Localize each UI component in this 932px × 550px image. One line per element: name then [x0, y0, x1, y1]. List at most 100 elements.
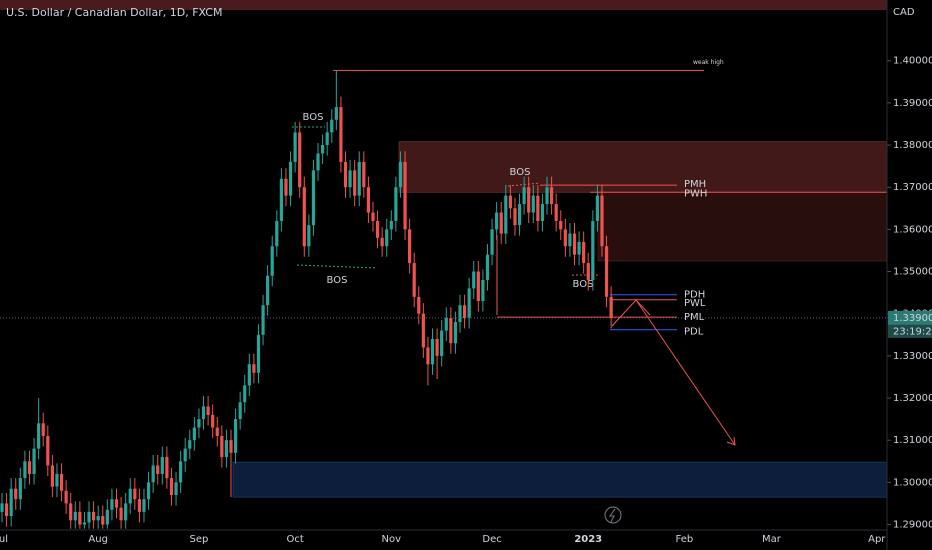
candle-body	[201, 406, 206, 420]
candle-body	[50, 465, 54, 487]
chart-title: U.S. Dollar / Canadian Dollar, 1D, FXCM	[6, 6, 222, 19]
candle-body	[568, 233, 572, 247]
candle-body	[32, 448, 36, 474]
candle-body	[490, 229, 494, 255]
candle-body	[389, 220, 393, 230]
price-box	[888, 310, 932, 325]
candle-body	[462, 305, 467, 318]
candle-body	[233, 419, 238, 453]
candle-body	[4, 503, 9, 517]
level-label: PMH	[684, 179, 706, 190]
candle-body	[133, 488, 137, 500]
candle-body	[288, 161, 293, 196]
candle-body	[531, 195, 535, 213]
candle-body	[59, 473, 64, 491]
zone	[398, 141, 888, 193]
x-tick-label: Sep	[190, 534, 209, 545]
candle-body	[517, 204, 522, 226]
candle-body	[394, 187, 398, 221]
candle-body	[348, 170, 352, 188]
candle-body	[572, 233, 577, 255]
candle-body	[142, 499, 146, 512]
level-label: PDL	[684, 327, 704, 338]
candle-body	[357, 161, 361, 196]
candle-body	[188, 440, 192, 449]
candle-body	[78, 511, 82, 525]
candle-body	[540, 204, 545, 221]
candle-body	[440, 330, 444, 356]
countdown-box	[888, 324, 932, 338]
y-tick-label: 1.35000	[893, 267, 932, 278]
drawings	[292, 126, 736, 524]
candle-body	[243, 385, 247, 403]
candle-body	[87, 511, 91, 523]
candle-body	[504, 195, 508, 234]
level-label: PWL	[684, 298, 706, 309]
marker-label: BOS	[327, 275, 348, 286]
candle-body	[73, 511, 77, 521]
candle-body	[46, 435, 50, 466]
candle-body	[114, 499, 119, 508]
candle-body	[435, 338, 439, 356]
candle-body	[339, 107, 343, 162]
candle-body	[586, 263, 590, 280]
candle-body	[206, 406, 210, 415]
candle-body	[197, 419, 201, 428]
candle-body	[128, 488, 132, 504]
y-tick-label: 1.32000	[893, 393, 932, 404]
y-tick-label: 1.38000	[893, 140, 932, 151]
candle-body	[604, 246, 609, 297]
candle-body	[96, 516, 100, 521]
candle-body	[577, 242, 581, 255]
candle-body	[495, 212, 499, 230]
x-tick-label: Jul	[0, 534, 8, 545]
candle-body	[362, 161, 366, 188]
candle-body	[179, 461, 183, 483]
bos-line	[296, 264, 378, 269]
candle-body	[224, 440, 229, 458]
candle-body	[380, 237, 384, 247]
candle-body	[426, 347, 430, 365]
candle-body	[522, 187, 526, 205]
candle-body	[174, 482, 178, 496]
candle-body	[279, 178, 283, 221]
candle-body	[353, 170, 357, 196]
candle-body	[513, 208, 517, 226]
candle-body	[270, 246, 274, 276]
candle-body	[256, 334, 261, 373]
candle-body	[545, 187, 549, 205]
x-tick-label: Feb	[676, 534, 694, 545]
candle-body	[449, 317, 453, 344]
candle-body	[307, 225, 311, 247]
x-tick-label: Dec	[482, 534, 501, 545]
candle-body	[266, 275, 270, 306]
candle-body	[600, 195, 604, 247]
candle-body	[229, 440, 233, 453]
candle-body	[146, 482, 151, 500]
candle-body	[261, 305, 265, 335]
candle-body	[220, 435, 224, 458]
candle-body	[82, 522, 87, 525]
x-tick-label: Apr	[868, 534, 886, 545]
candle-body	[371, 212, 375, 221]
top-zone	[0, 0, 887, 10]
candle-body	[183, 448, 187, 462]
candle-body	[408, 229, 412, 264]
candle-body	[311, 170, 316, 226]
icon[interactable]	[604, 506, 622, 524]
candle-body	[385, 229, 389, 247]
candle-body	[343, 161, 348, 188]
candle-body	[403, 161, 407, 230]
candle-body	[476, 271, 480, 302]
candle-body	[595, 195, 599, 221]
candle-body	[330, 119, 334, 133]
candle-body	[211, 414, 215, 428]
candle-body	[64, 490, 68, 504]
candle-body	[412, 263, 416, 297]
projection	[635, 299, 736, 446]
candle-body	[421, 313, 425, 348]
candle-body	[609, 296, 613, 318]
candle-body	[247, 364, 251, 386]
price-label: 1.33900	[893, 313, 932, 324]
